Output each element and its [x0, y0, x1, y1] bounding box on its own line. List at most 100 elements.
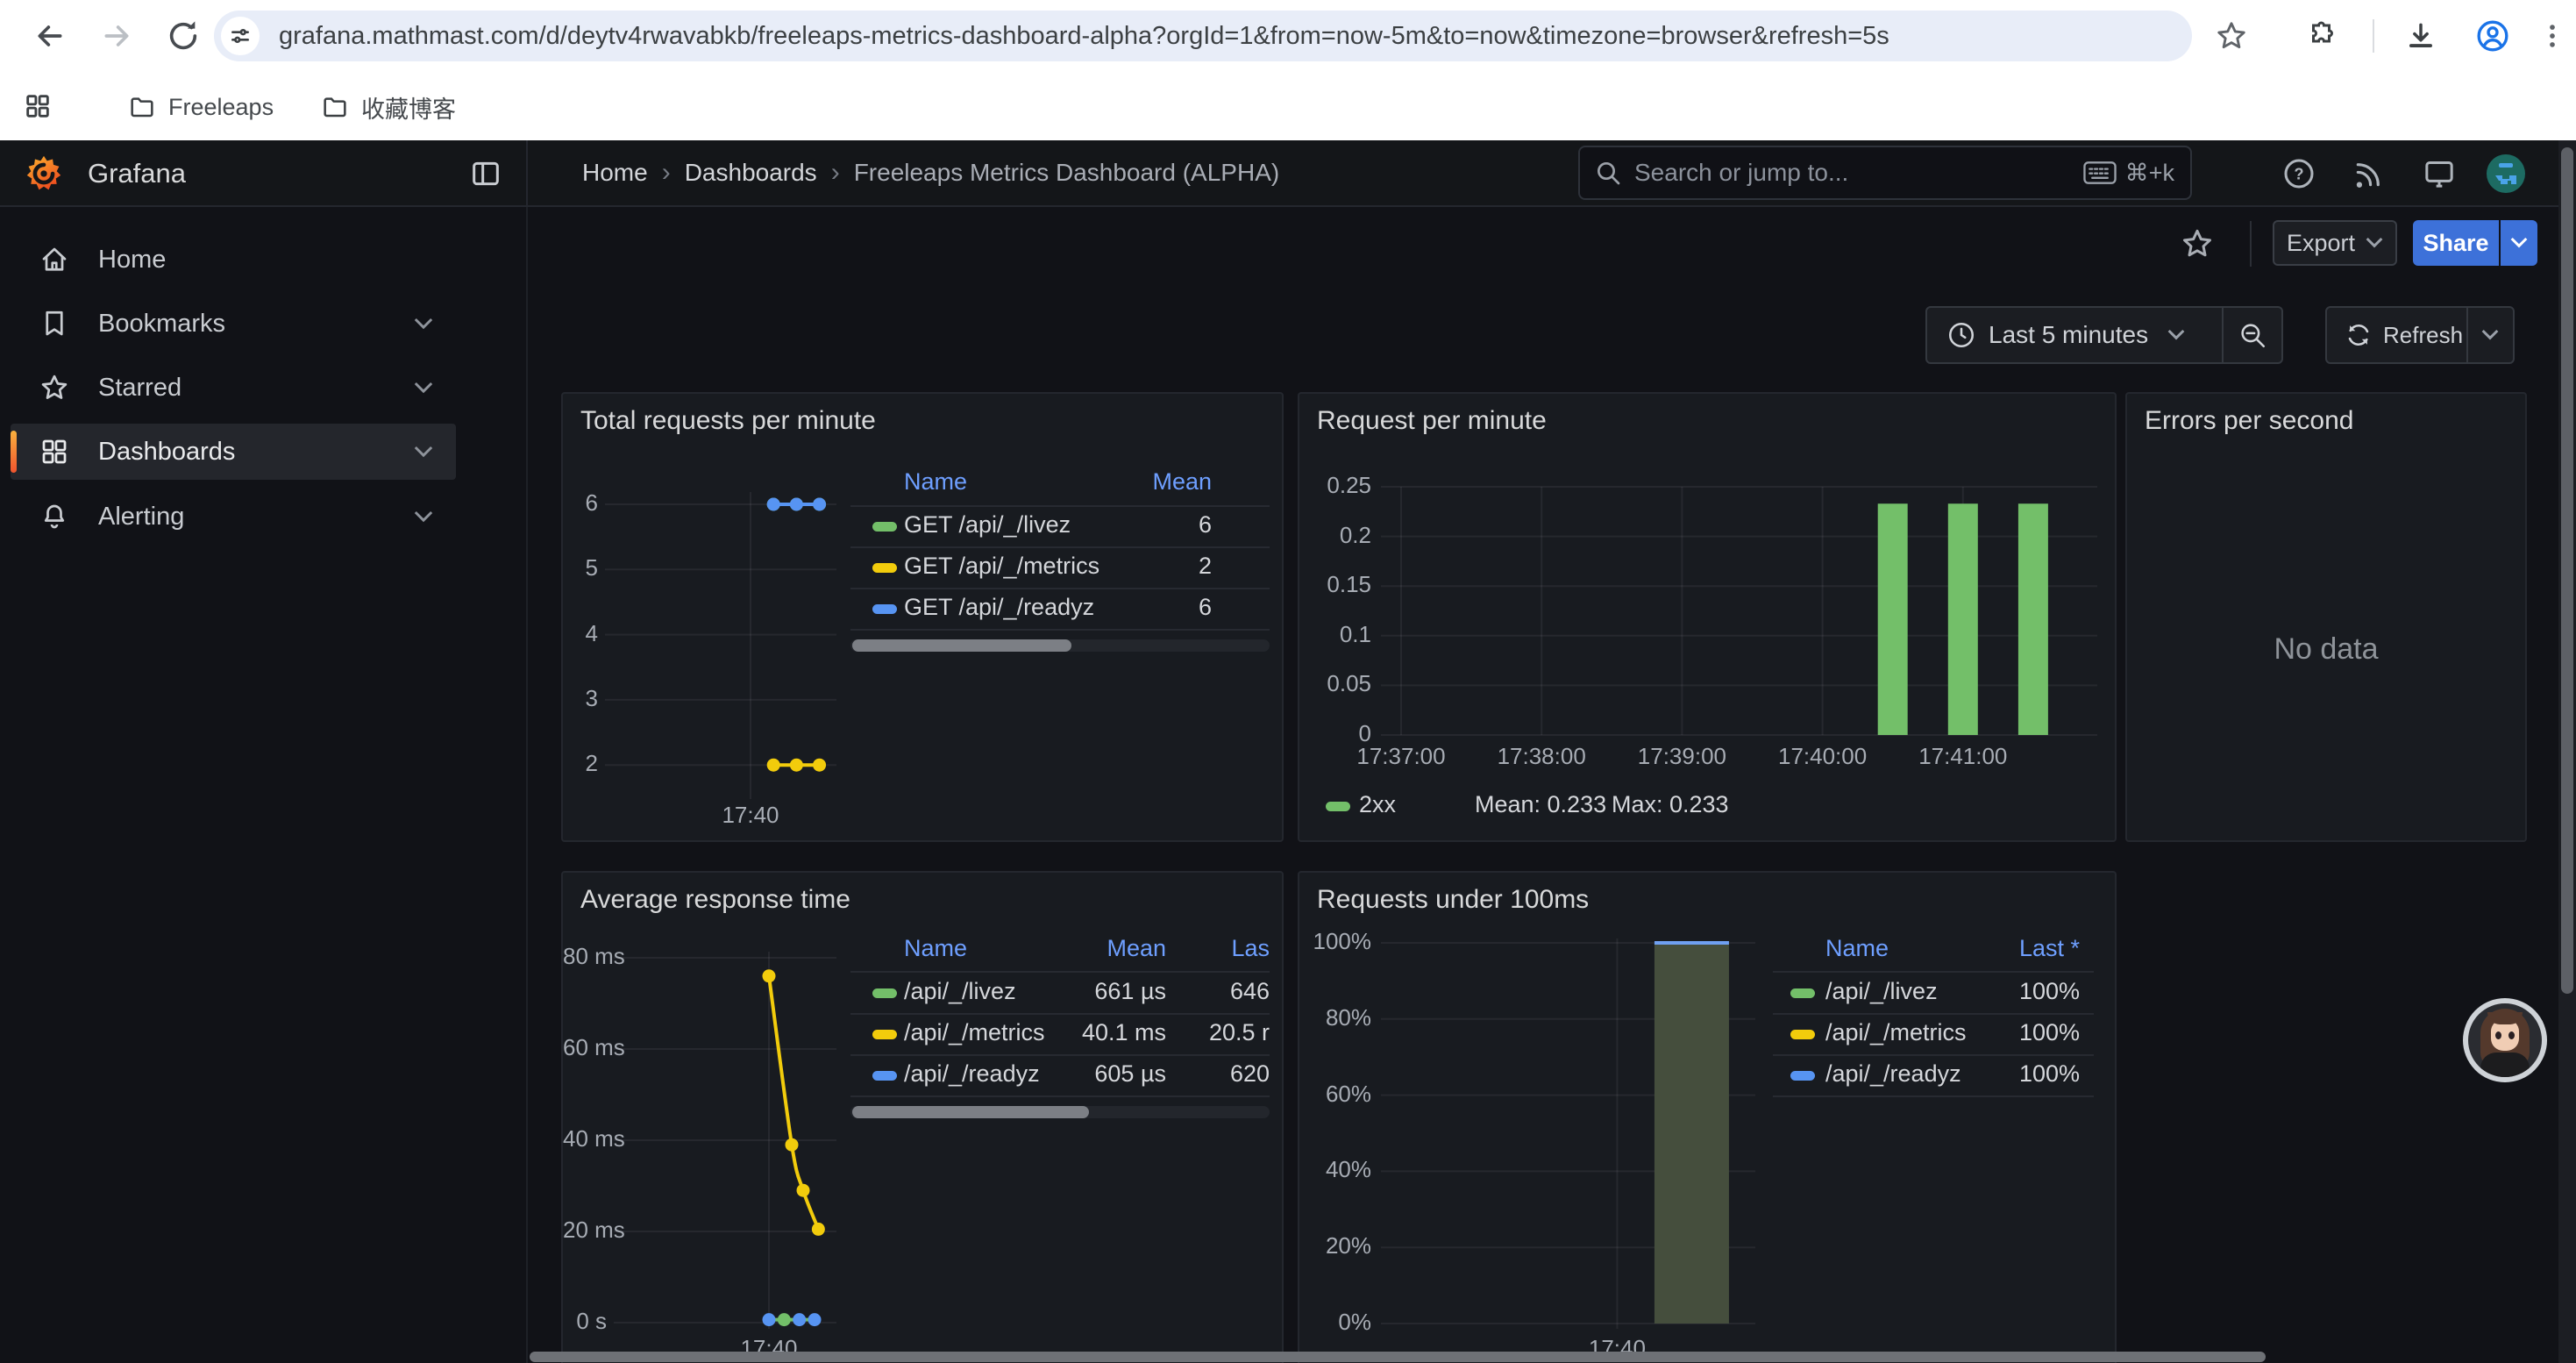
- grafana-brand[interactable]: Grafana: [88, 158, 186, 189]
- legend-series-last: 20.5 r: [1173, 1019, 1270, 1046]
- y-axis-tick: 80%: [1299, 1004, 1371, 1034]
- legend-row-divider: [1773, 1095, 2094, 1097]
- data-point: [790, 759, 803, 772]
- chart-total-requests: 6543217:40NameMeanGET /api/_/livez6GET /…: [563, 394, 1282, 840]
- nav-divider: [526, 140, 528, 207]
- breadcrumb-separator: ›: [817, 158, 854, 188]
- legend-series-name[interactable]: GET /api/_/readyz: [904, 594, 1094, 621]
- breadcrumb-current: Freeleaps Metrics Dashboard (ALPHA): [854, 159, 1280, 187]
- zoom-out-button[interactable]: [2224, 308, 2281, 362]
- apps-grid-icon[interactable]: [14, 82, 61, 130]
- legend-series-last: 100%: [1948, 978, 2080, 1005]
- series-chip: [872, 563, 897, 573]
- legend-header-mean[interactable]: Mean: [1035, 935, 1166, 962]
- sidebar-item-dashboards[interactable]: Dashboards: [11, 424, 456, 480]
- legend-series-name[interactable]: /api/_/livez: [1825, 978, 1938, 1005]
- sidebar-item-alerting[interactable]: Alerting: [11, 489, 456, 545]
- chevron-down-icon: [2167, 329, 2185, 341]
- legend-series-name[interactable]: /api/_/metrics: [1825, 1019, 1967, 1046]
- sidebar-item-home[interactable]: Home: [11, 232, 456, 288]
- grafana-top-nav: Grafana Home › Dashboards › Freeleaps Me…: [0, 140, 2576, 207]
- horizontal-scrollbar-thumb[interactable]: [530, 1352, 2266, 1362]
- download-icon[interactable]: [2397, 12, 2444, 60]
- breadcrumb-home[interactable]: Home: [582, 159, 648, 187]
- sidebar-item-starred[interactable]: Starred: [11, 360, 456, 416]
- legend-series-name[interactable]: /api/_/readyz: [1825, 1060, 1961, 1088]
- legend-series-name[interactable]: 2xx: [1359, 791, 1396, 818]
- y-axis-tick: 20%: [1299, 1232, 1371, 1262]
- sidebar-item-bookmarks[interactable]: Bookmarks: [11, 296, 456, 352]
- profile-icon[interactable]: [2469, 12, 2516, 60]
- extensions-icon[interactable]: [2299, 12, 2346, 60]
- assistant-avatar-widget[interactable]: [2463, 998, 2547, 1082]
- breadcrumb-dashboards[interactable]: Dashboards: [685, 159, 817, 187]
- vertical-scrollbar-thumb[interactable]: [2561, 147, 2573, 994]
- bookmark-folder-blogs[interactable]: 收藏博客: [309, 88, 468, 126]
- legend-header-mean[interactable]: Mean: [1071, 468, 1212, 496]
- chevron-down-icon: [2510, 237, 2528, 249]
- legend-row-divider: [850, 1054, 1270, 1056]
- series-line-yellow: [769, 976, 818, 1230]
- site-info-icon[interactable]: [221, 17, 260, 55]
- legend-header-name[interactable]: Name: [904, 935, 967, 962]
- legend-header-last[interactable]: Las: [1173, 935, 1270, 962]
- reload-icon[interactable]: [160, 12, 207, 60]
- help-icon[interactable]: ?: [2274, 149, 2323, 198]
- panel-total-requests-per-minute: Total requests per minute 6543217:40Name…: [561, 392, 1284, 842]
- x-axis-tick: 17:39:00: [1612, 743, 1752, 773]
- y-axis-tick: 0%: [1299, 1309, 1371, 1338]
- chevron-down-icon[interactable]: [414, 318, 433, 331]
- no-data-message: No data: [2127, 632, 2525, 667]
- panel-title[interactable]: Errors per second: [2145, 406, 2353, 436]
- legend-series-mean: 661 µs: [1035, 978, 1166, 1005]
- search-input[interactable]: Search or jump to... ⌘+k: [1578, 146, 2192, 200]
- legend-row-divider: [1773, 971, 2094, 973]
- bookmark-star-icon[interactable]: [2208, 12, 2255, 60]
- star-icon: [11, 372, 98, 403]
- zoom-out-icon: [2238, 320, 2267, 350]
- share-button[interactable]: Share: [2413, 220, 2499, 266]
- y-axis-tick: 4: [563, 620, 598, 650]
- url-bar[interactable]: grafana.mathmast.com/d/deytv4rwavabkb/fr…: [214, 11, 2192, 61]
- legend-header-name[interactable]: Name: [1825, 935, 1889, 962]
- browser-menu-icon[interactable]: [2529, 12, 2576, 60]
- grafana-logo[interactable]: [25, 154, 63, 193]
- y-axis-tick: 0 s: [563, 1308, 607, 1338]
- refresh-interval-button[interactable]: [2468, 308, 2513, 362]
- bell-icon: [11, 501, 98, 532]
- legend-series-name[interactable]: /api/_/readyz: [904, 1060, 1040, 1088]
- bookmark-folder-freeleaps[interactable]: Freeleaps: [116, 88, 286, 126]
- legend-series-mean: 40.1 ms: [1035, 1019, 1166, 1046]
- chevron-down-icon[interactable]: [414, 510, 433, 524]
- legend-scrollbar-thumb[interactable]: [852, 1106, 1089, 1118]
- tv-kiosk-icon[interactable]: [2415, 149, 2464, 198]
- series-chip: [872, 1030, 897, 1039]
- legend-series-mean: 6: [1071, 511, 1212, 539]
- time-range-button[interactable]: Last 5 minutes: [1927, 308, 2222, 362]
- breadcrumb: Home › Dashboards › Freeleaps Metrics Da…: [582, 158, 1279, 188]
- favorite-star-button[interactable]: [2174, 221, 2220, 267]
- share-menu-button[interactable]: [2501, 220, 2537, 266]
- folder-icon: [128, 93, 156, 121]
- legend-header-name[interactable]: Name: [904, 468, 967, 496]
- refresh-button[interactable]: Refresh: [2327, 308, 2466, 362]
- user-avatar[interactable]: [2481, 149, 2530, 198]
- y-axis-tick: 0.2: [1299, 522, 1371, 552]
- legend-scrollbar-thumb[interactable]: [852, 639, 1071, 652]
- back-icon[interactable]: [26, 12, 74, 60]
- news-rss-icon[interactable]: [2345, 149, 2394, 198]
- chevron-down-icon[interactable]: [414, 446, 433, 459]
- export-button[interactable]: Export: [2273, 220, 2397, 266]
- legend-series-name[interactable]: GET /api/_/livez: [904, 511, 1071, 539]
- legend-series-name[interactable]: /api/_/livez: [904, 978, 1016, 1005]
- dock-menu-icon[interactable]: [468, 156, 503, 196]
- legend-series-name[interactable]: GET /api/_/metrics: [904, 553, 1099, 580]
- chevron-down-icon[interactable]: [414, 382, 433, 395]
- legend-row-divider: [850, 629, 1270, 631]
- avatar-body: [2480, 1053, 2530, 1082]
- legend-series-name[interactable]: /api/_/metrics: [904, 1019, 1045, 1046]
- url-text[interactable]: grafana.mathmast.com/d/deytv4rwavabkb/fr…: [279, 22, 1889, 51]
- y-axis-tick: 6: [563, 489, 598, 519]
- forward-icon[interactable]: [93, 12, 140, 60]
- legend-header-last[interactable]: Last *: [1948, 935, 2080, 962]
